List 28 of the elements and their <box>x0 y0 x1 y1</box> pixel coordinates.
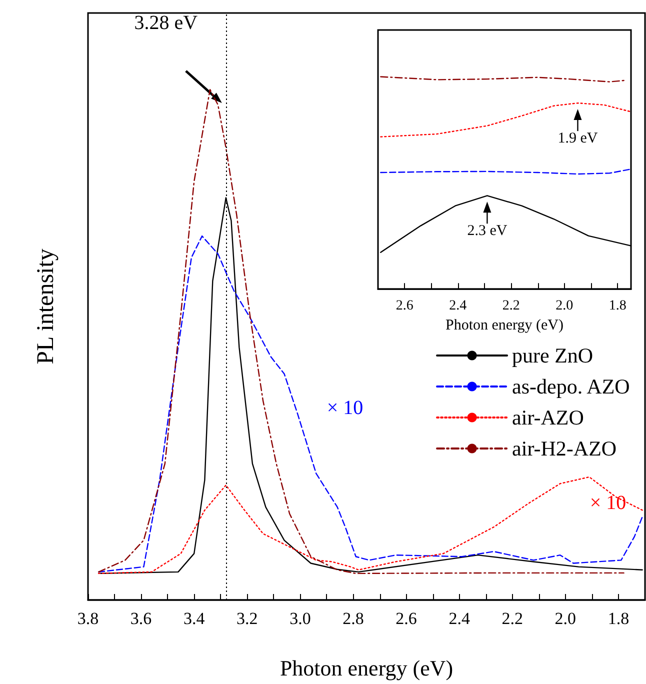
x-tick-label: 2.2 <box>502 298 520 314</box>
x-tick-label: 3.6 <box>130 609 152 628</box>
x-axis-title: Photon energy (eV) <box>280 656 454 680</box>
x-tick-label: 3.4 <box>183 609 206 628</box>
legend-label: air-AZO <box>512 406 584 430</box>
annotation: 1.9 eV <box>558 130 598 147</box>
x-tick-label: 1.8 <box>608 298 626 314</box>
x-tick-label: 3.0 <box>290 609 311 628</box>
legend-label: air-H2-AZO <box>512 436 617 460</box>
x-tick-label: 2.6 <box>396 609 417 628</box>
x-tick-label: 2.0 <box>556 298 574 314</box>
x-tick-label: 2.2 <box>502 609 524 628</box>
x-tick-label: 2.8 <box>342 609 364 628</box>
x-tick-label: 2.6 <box>396 298 414 314</box>
x-tick-label: 2.0 <box>554 609 576 628</box>
annotation: 2.3 eV <box>467 223 508 240</box>
x-axis-title: Photon energy (eV) <box>445 318 564 334</box>
annotation: × 10 <box>326 397 364 419</box>
ref-line-label: 3.28 eV <box>134 12 198 34</box>
y-axis-title: PL intensity <box>33 248 59 364</box>
annotation: × 10 <box>590 492 626 514</box>
x-tick-label: 2.4 <box>448 609 470 628</box>
x-tick-label: 1.8 <box>608 609 630 628</box>
x-tick-label: 3.2 <box>236 609 258 628</box>
legend-label: as-depo. AZO <box>512 374 630 398</box>
legend-label: pure ZnO <box>512 344 594 368</box>
x-tick-label: 2.4 <box>449 298 467 314</box>
x-tick-label: 3.8 <box>77 609 99 628</box>
